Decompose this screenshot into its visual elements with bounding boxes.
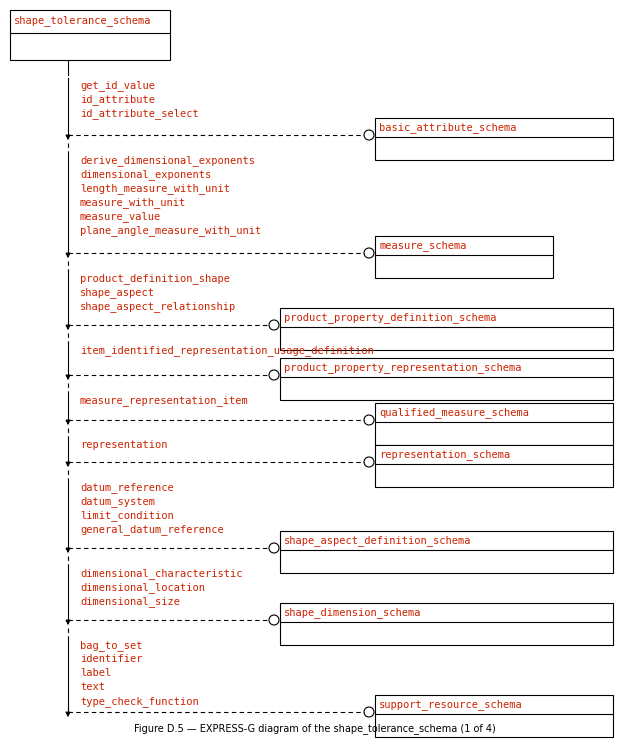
Text: Figure D.5 — EXPRESS-G diagram of the shape_tolerance_schema (1 of 4): Figure D.5 — EXPRESS-G diagram of the sh… <box>133 723 496 734</box>
Text: general_datum_reference: general_datum_reference <box>80 524 224 535</box>
Bar <box>375 445 613 487</box>
Text: id_attribute_select: id_attribute_select <box>80 108 199 119</box>
Text: get_id_value: get_id_value <box>80 80 155 91</box>
Bar <box>375 236 553 278</box>
Bar <box>280 531 613 573</box>
Text: product_definition_shape: product_definition_shape <box>80 273 230 284</box>
Text: text: text <box>80 682 105 692</box>
Text: shape_aspect: shape_aspect <box>80 287 155 298</box>
Text: limit_condition: limit_condition <box>80 510 174 521</box>
Text: representation_schema: representation_schema <box>379 449 510 459</box>
Bar <box>280 603 613 645</box>
Text: support_resource_schema: support_resource_schema <box>379 699 523 710</box>
Bar <box>280 358 613 400</box>
Text: dimensional_size: dimensional_size <box>80 596 180 607</box>
Text: shape_tolerance_schema: shape_tolerance_schema <box>14 16 152 27</box>
Text: product_property_representation_schema: product_property_representation_schema <box>284 362 521 373</box>
Text: derive_dimensional_exponents: derive_dimensional_exponents <box>80 155 255 166</box>
Text: item_identified_representation_usage_definition: item_identified_representation_usage_def… <box>80 345 374 356</box>
Text: measure_with_unit: measure_with_unit <box>80 197 186 208</box>
Text: type_check_function: type_check_function <box>80 696 199 707</box>
Text: measure_value: measure_value <box>80 211 161 222</box>
Bar <box>280 308 613 350</box>
Text: identifier: identifier <box>80 654 143 664</box>
Text: bag_to_set: bag_to_set <box>80 640 143 651</box>
Text: dimensional_exponents: dimensional_exponents <box>80 169 211 180</box>
Text: id_attribute: id_attribute <box>80 94 155 105</box>
Text: shape_dimension_schema: shape_dimension_schema <box>284 607 421 618</box>
Text: product_property_definition_schema: product_property_definition_schema <box>284 312 496 322</box>
Text: representation: representation <box>80 440 167 450</box>
Text: datum_system: datum_system <box>80 496 155 507</box>
Text: shape_aspect_relationship: shape_aspect_relationship <box>80 301 237 312</box>
Text: plane_angle_measure_with_unit: plane_angle_measure_with_unit <box>80 225 261 236</box>
Text: shape_aspect_definition_schema: shape_aspect_definition_schema <box>284 535 472 545</box>
Bar <box>10 10 170 60</box>
Text: length_measure_with_unit: length_measure_with_unit <box>80 183 230 194</box>
Text: datum_reference: datum_reference <box>80 482 174 493</box>
Text: label: label <box>80 668 111 678</box>
Text: dimensional_characteristic: dimensional_characteristic <box>80 568 243 579</box>
Text: basic_attribute_schema: basic_attribute_schema <box>379 122 516 133</box>
Text: qualified_measure_schema: qualified_measure_schema <box>379 407 529 418</box>
Bar <box>375 118 613 160</box>
Bar <box>375 695 613 737</box>
Text: measure_schema: measure_schema <box>379 240 467 250</box>
Text: dimensional_location: dimensional_location <box>80 582 205 593</box>
Text: measure_representation_item: measure_representation_item <box>80 395 248 406</box>
Bar <box>375 403 613 445</box>
